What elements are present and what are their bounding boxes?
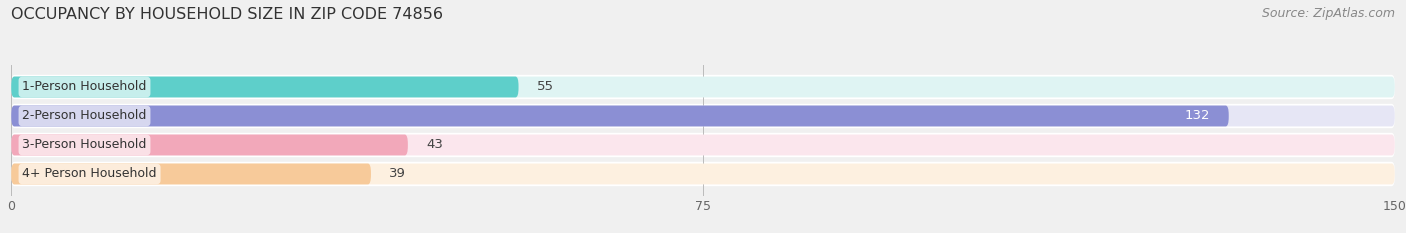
Text: 3-Person Household: 3-Person Household: [22, 138, 146, 151]
Text: 43: 43: [426, 138, 443, 151]
Text: 2-Person Household: 2-Person Household: [22, 110, 146, 123]
FancyBboxPatch shape: [11, 104, 1395, 128]
FancyBboxPatch shape: [11, 106, 1395, 127]
FancyBboxPatch shape: [11, 162, 1395, 186]
Text: Source: ZipAtlas.com: Source: ZipAtlas.com: [1261, 7, 1395, 20]
Text: 4+ Person Household: 4+ Person Household: [22, 168, 157, 181]
Text: OCCUPANCY BY HOUSEHOLD SIZE IN ZIP CODE 74856: OCCUPANCY BY HOUSEHOLD SIZE IN ZIP CODE …: [11, 7, 443, 22]
Text: 55: 55: [537, 80, 554, 93]
Text: 132: 132: [1185, 110, 1211, 123]
Text: 1-Person Household: 1-Person Household: [22, 80, 146, 93]
FancyBboxPatch shape: [11, 106, 1229, 127]
FancyBboxPatch shape: [11, 164, 371, 184]
FancyBboxPatch shape: [11, 134, 1395, 155]
FancyBboxPatch shape: [11, 77, 519, 97]
FancyBboxPatch shape: [11, 133, 1395, 157]
FancyBboxPatch shape: [11, 75, 1395, 99]
FancyBboxPatch shape: [11, 77, 1395, 97]
FancyBboxPatch shape: [11, 134, 408, 155]
FancyBboxPatch shape: [11, 164, 1395, 184]
Text: 39: 39: [389, 168, 406, 181]
